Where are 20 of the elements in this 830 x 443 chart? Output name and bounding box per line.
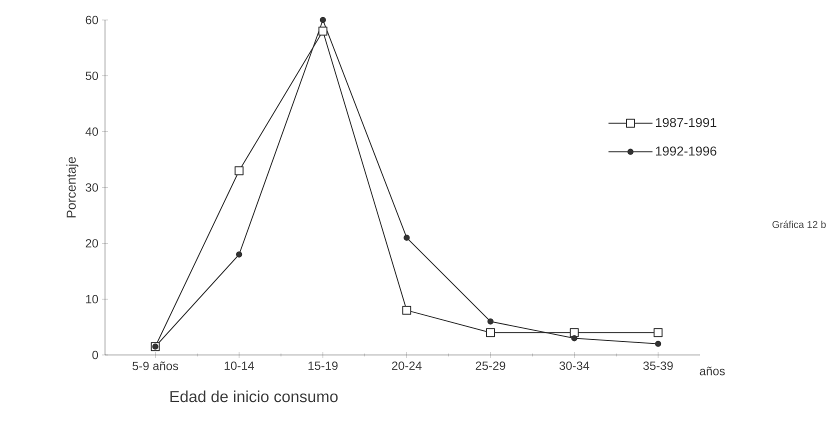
x-tick-label: 15-19 [308, 362, 338, 370]
y-tick-label: 20 [86, 239, 98, 248]
x-axis-title: Edad de inicio consumo [170, 390, 338, 402]
y-axis-title: Porcentaje [66, 157, 78, 218]
y-tick-label: 50 [86, 72, 98, 80]
text: Gráfica 12 b [772, 220, 826, 228]
y-tick-label: 10 [86, 294, 98, 304]
legend-label: 1992-1996 [656, 146, 716, 156]
x-tick-label: 20-24 [392, 362, 422, 370]
y-tick-label: 40 [85, 127, 98, 136]
legend-label: 1987-1991 [656, 118, 716, 128]
x-tick-label: 25-29 [476, 362, 506, 370]
y-tick-label: 60 [86, 16, 98, 24]
x-tick-label: 10-14 [224, 362, 254, 370]
y-tick-label: 30 [86, 183, 98, 192]
x-tick-label: 30-34 [559, 362, 590, 370]
x-tick-label: 5-9 años [132, 361, 178, 370]
text: años [700, 366, 725, 376]
y-tick-label: 0 [92, 350, 98, 360]
x-tick-label: 35-39 [643, 362, 673, 370]
